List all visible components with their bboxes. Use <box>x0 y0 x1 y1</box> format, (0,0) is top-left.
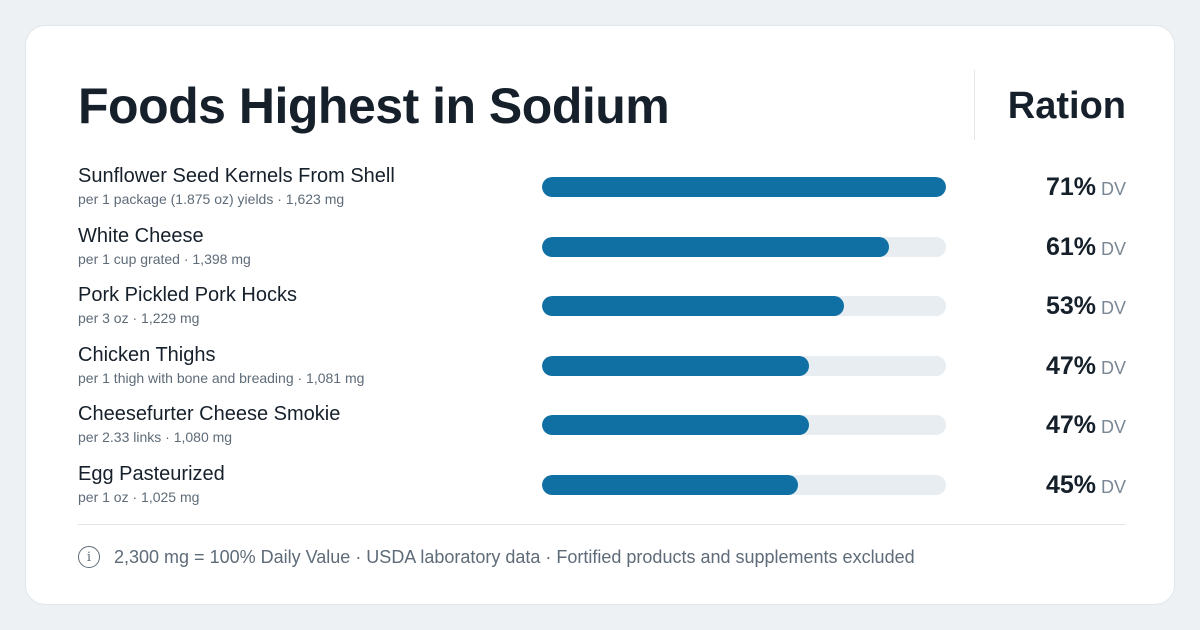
bar-track <box>542 474 946 495</box>
chart-card: Foods Highest in Sodium Ration Sunflower… <box>25 25 1175 605</box>
bar-row: Chicken Thighs per 1 thigh with bone and … <box>78 343 1126 403</box>
food-name: Pork Pickled Pork Hocks <box>78 284 297 307</box>
bar-row: Sunflower Seed Kernels From Shell per 1 p… <box>78 164 1126 224</box>
dv-percent: 47% <box>1045 351 1096 380</box>
daily-value-label: 47% DV <box>1046 410 1126 444</box>
bar-track <box>542 355 946 376</box>
dv-unit: DV <box>1100 357 1126 378</box>
food-serving-detail: per 3 oz · 1,229 mg <box>78 310 200 327</box>
bar-fill <box>542 296 844 317</box>
bar-row: Pork Pickled Pork Hocks per 3 oz · 1,229 … <box>78 283 1126 343</box>
brand-logo: Ration <box>1007 85 1126 127</box>
dv-percent: 61% <box>1045 232 1096 261</box>
food-name: Sunflower Seed Kernels From Shell <box>78 165 395 187</box>
daily-value-label: 71% DV <box>1046 172 1126 206</box>
food-serving-detail: per 2.33 links · 1,080 mg <box>78 429 233 446</box>
food-name: White Cheese <box>78 224 204 247</box>
dv-percent: 71% <box>1045 173 1096 201</box>
header-divider <box>974 70 975 140</box>
daily-value-label: 45% DV <box>1046 470 1126 504</box>
bar-track <box>542 296 946 317</box>
dv-unit: DV <box>1100 476 1126 497</box>
footer-divider <box>78 524 1126 525</box>
bar-row: White Cheese per 1 cup grated · 1,398 mg 6… <box>78 224 1126 284</box>
dv-unit: DV <box>1100 238 1126 259</box>
food-name: Egg Pasteurized <box>78 462 225 485</box>
bar-row: Egg Pasteurized per 1 oz · 1,025 mg 45% DV <box>78 462 1126 522</box>
dv-percent: 53% <box>1045 292 1096 321</box>
dv-percent: 45% <box>1045 470 1096 499</box>
bar-fill <box>542 415 810 436</box>
food-serving-detail: per 1 cup grated · 1,398 mg <box>78 250 251 267</box>
bar-track <box>542 177 946 197</box>
dv-unit: DV <box>1100 179 1126 199</box>
footer-note: i 2,300 mg = 100% Daily Value · USDA lab… <box>78 544 915 570</box>
food-serving-detail: per 1 thigh with bone and breading · 1,0… <box>78 369 365 386</box>
food-name: Cheesefurter Cheese Smokie <box>78 403 341 426</box>
bar-fill <box>542 355 810 376</box>
daily-value-label: 61% DV <box>1046 232 1126 266</box>
dv-percent: 47% <box>1045 411 1096 440</box>
dv-unit: DV <box>1100 298 1126 319</box>
food-serving-detail: per 1 package (1.875 oz) yields · 1,623 … <box>78 191 345 207</box>
daily-value-label: 47% DV <box>1046 351 1126 385</box>
info-icon: i <box>78 546 100 568</box>
bar-fill <box>542 177 946 197</box>
bar-track <box>542 415 946 436</box>
bar-row: Cheesefurter Cheese Smokie per 2.33 links… <box>78 402 1126 462</box>
dv-unit: DV <box>1100 417 1126 438</box>
page-title: Foods Highest in Sodium <box>78 78 670 134</box>
food-serving-detail: per 1 oz · 1,025 mg <box>78 488 200 505</box>
food-name: Chicken Thighs <box>78 343 216 366</box>
footer-text: 2,300 mg = 100% Daily Value · USDA labor… <box>114 546 915 567</box>
bar-list: Sunflower Seed Kernels From Shell per 1 p… <box>78 164 1126 522</box>
bar-fill <box>542 236 890 257</box>
bar-fill <box>542 474 799 495</box>
bar-track <box>542 236 946 257</box>
daily-value-label: 53% DV <box>1046 291 1126 325</box>
